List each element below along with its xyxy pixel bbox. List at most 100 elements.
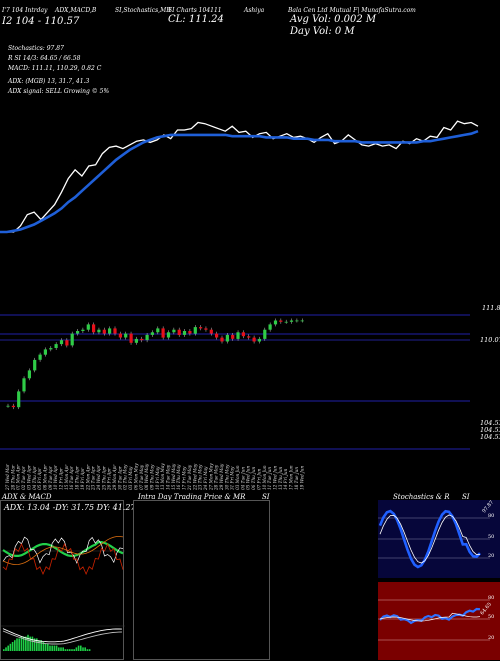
macd-bar — [16, 638, 18, 651]
date-tick-label: 27 Wed Mar — [5, 463, 10, 491]
candle-body — [300, 320, 304, 322]
macd-bar — [42, 642, 45, 651]
stochastics-k-line — [378, 509, 481, 569]
date-tick-label: 03 Wed Apr — [26, 464, 31, 490]
date-tick-label: 30 Thu May — [224, 464, 229, 490]
candle-body — [134, 338, 138, 343]
rsi-bg — [378, 582, 500, 660]
indicator-adx-signal: ADX signal: SELL Growing © 5% — [8, 88, 110, 95]
level-label-low-2: 104.53 — [480, 426, 500, 434]
moving-average-line — [0, 129, 479, 234]
date-tick-label: 14 Tue May — [166, 464, 171, 490]
macd-bar — [33, 638, 36, 651]
candle-body — [247, 336, 251, 338]
candle-body — [156, 328, 160, 333]
adx-readout: ADX: 13.04 -DY: 31.75 DY: 41.27 — [4, 503, 136, 512]
macd-bar — [18, 638, 20, 651]
date-tick-label: 14 Fri Jun — [283, 468, 288, 490]
header-item-3: SI,Stochastics,MR — [115, 7, 171, 14]
header-item-6: Bala Cen Ltd Mutual F| MunafaSutra.com — [288, 7, 416, 14]
candle-body — [86, 324, 90, 330]
candle-body — [204, 328, 208, 330]
macd-bar — [73, 649, 75, 651]
date-axis: 27 Wed Mar 28 Thu Mar 01 Mon Apr 02 Tue Apr… — [5, 463, 304, 491]
date-tick-label: 28 Thu Mar — [10, 464, 15, 491]
candle-body — [193, 327, 197, 334]
candle-body — [209, 329, 213, 334]
macd-bar — [75, 647, 78, 651]
date-tick-label: 25 Thu Apr — [101, 465, 106, 491]
candle-body — [252, 337, 256, 342]
header-item-5: Ashiya — [244, 7, 265, 14]
macd-bar — [55, 645, 58, 651]
candle-body — [81, 329, 85, 331]
date-tick-label: 09 Tue Apr — [48, 465, 53, 490]
date-tick-label: 30 Tue Apr — [117, 465, 122, 490]
candle-body — [11, 405, 15, 408]
stoch-rsi-si-label: SI — [462, 493, 470, 501]
candle-body — [257, 338, 261, 342]
candle-body — [97, 329, 101, 333]
date-tick-label: 10 Wed Apr — [53, 464, 58, 490]
macd-bar — [3, 649, 5, 651]
stochastics-d-line — [379, 514, 481, 564]
candle-body — [220, 337, 224, 342]
date-tick-label: 27 Mon May — [208, 463, 213, 491]
date-tick-label: 28 Tue May — [214, 464, 219, 491]
date-tick-label: 16 Thu May — [176, 464, 181, 490]
candle-body — [118, 333, 122, 338]
date-tick-label: 19 Wed Jun — [299, 466, 304, 490]
macd-bar — [69, 649, 71, 651]
date-tick-label: 12 Fri Apr — [59, 467, 64, 490]
plus-di-line — [2, 536, 124, 564]
macd-bar — [40, 640, 42, 651]
candle-body — [38, 354, 42, 360]
candle-body — [177, 329, 181, 335]
date-tick-label: 03 Mon Jun — [235, 465, 240, 490]
macd-bar — [22, 636, 25, 651]
date-tick-label: 22 Wed May — [192, 463, 197, 491]
date-tick-label: 06 Mon May — [133, 463, 138, 490]
candle-body — [6, 405, 10, 407]
candle-body — [172, 329, 176, 333]
candle-body — [166, 332, 171, 338]
level-label-high: 111.8 — [482, 304, 500, 312]
macd-signal-line — [2, 630, 122, 645]
candle-body — [182, 331, 187, 335]
indicator-macd: MACD: 111.11, 110.29, 0.82 C — [8, 65, 102, 72]
candle-body — [70, 333, 74, 346]
candle-body — [263, 329, 267, 339]
date-tick-label: 03 Fri May — [128, 466, 133, 490]
date-tick-label: 10 Mon Jun — [262, 465, 267, 490]
stoch-tick-80: 80 — [488, 513, 495, 519]
macd-bar — [25, 636, 27, 651]
intraday-si-label: SI — [262, 493, 270, 501]
rsi-signal-line — [379, 612, 481, 622]
candle-body — [150, 332, 154, 335]
stoch-tick-50: 50 — [488, 534, 495, 540]
date-tick-label: 23 Tue Apr — [91, 465, 96, 491]
date-tick-label: 29 Wed May — [219, 463, 224, 491]
date-tick-label: 01 Mon Apr — [16, 464, 21, 490]
macd-bar — [80, 645, 82, 651]
candle-body — [27, 370, 31, 379]
macd-bar — [88, 649, 91, 651]
candle-body — [33, 359, 37, 371]
macd-bar — [5, 647, 7, 651]
candle-body — [49, 348, 53, 350]
stoch-tick-20: 20 — [488, 553, 495, 559]
candle-body — [102, 329, 106, 334]
date-tick-label: 12 Wed Jun — [273, 466, 278, 490]
date-tick-label: 15 Wed May — [171, 463, 176, 490]
rsi-tick-80: 80 — [488, 595, 495, 601]
date-tick-label: 08 Mon Apr — [42, 464, 47, 490]
date-tick-label: 04 Tue Jun — [240, 467, 245, 490]
level-label-low-1: 104.53 — [480, 419, 500, 427]
candle-body — [215, 333, 219, 338]
macd-bar — [60, 647, 62, 651]
candle-body — [161, 328, 165, 338]
macd-bar — [47, 643, 49, 651]
candle-body — [289, 320, 294, 322]
header-item-1: I'7 104 Intrday — [2, 7, 48, 14]
candlestick-chart — [0, 314, 470, 450]
